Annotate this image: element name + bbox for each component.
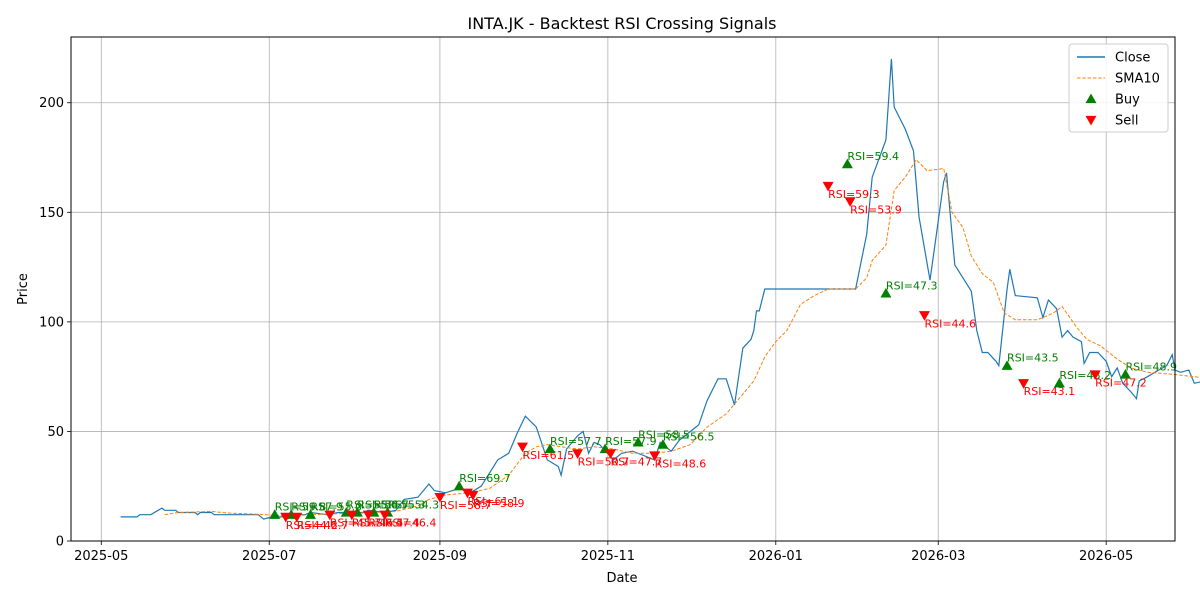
- sell-rsi-label: RSI=58.7: [440, 499, 492, 512]
- sell-rsi-label: RSI=45.7: [330, 517, 382, 530]
- buy-rsi-label: RSI=55.3: [374, 499, 426, 512]
- close-series-line: [120, 58, 1200, 520]
- buy-marker: [1053, 377, 1065, 388]
- legend-sell-swatch: [1085, 115, 1097, 126]
- sell-marker: [572, 449, 584, 459]
- sell-marker: [362, 510, 374, 521]
- sell-marker: [649, 451, 661, 462]
- legend-buy-label: Buy: [1115, 93, 1140, 108]
- buy-rsi-label: RSI=43.5: [1007, 352, 1059, 365]
- buy-rsi-label: RSI=54.3: [388, 499, 440, 512]
- sell-rsi-label: RSI=44.6: [924, 317, 976, 330]
- buy-rsi-label: RSI=47.3: [886, 279, 938, 292]
- y-tick-label: 200: [39, 96, 64, 111]
- sell-marker: [605, 449, 617, 459]
- buy-rsi-label: RSI=57.9: [605, 435, 657, 448]
- legend-box: [1068, 43, 1169, 133]
- sell-rsi-label: RSI=46.4: [385, 517, 437, 530]
- buy-rsi-label: RSI=56.5: [663, 431, 715, 444]
- series-layer: [120, 58, 1200, 520]
- x-tick-label: 2026-03: [911, 549, 965, 564]
- sell-marker: [291, 512, 303, 523]
- buy-marker: [453, 480, 465, 491]
- sell-marker: [434, 493, 446, 503]
- buy-marker: [880, 287, 892, 298]
- sell-marker: [1089, 370, 1101, 380]
- legend-buy-swatch: [1085, 93, 1097, 104]
- buy-marker: [269, 509, 281, 519]
- legend-sma10-label: SMA10: [1115, 72, 1160, 87]
- y-tick-label: 150: [39, 206, 64, 221]
- sell-marker: [379, 510, 391, 521]
- sell-rsi-label: RSI=47.2: [1095, 376, 1147, 389]
- sell-rsi-label: RSI=58.9: [473, 497, 525, 510]
- x-tick-label: 2025-11: [581, 549, 635, 564]
- sell-rsi-label: RSI=43.1: [1024, 385, 1076, 398]
- y-tick-label: 0: [56, 535, 64, 550]
- sell-rsi-label: RSI=44.6: [286, 519, 338, 532]
- buy-rsi-label: RSI=55.0: [311, 501, 363, 514]
- sell-marker: [1018, 379, 1030, 389]
- buy-marker: [841, 158, 853, 169]
- buy-marker: [544, 443, 556, 454]
- x-tick-label: 2025-05: [74, 549, 128, 564]
- sell-marker: [346, 510, 358, 521]
- sell-marker: [844, 197, 856, 207]
- y-axis-label: Price: [16, 273, 31, 305]
- sell-rsi-label: RSI=46.5: [352, 517, 404, 530]
- sell-marker: [467, 490, 479, 501]
- legend-close-label: Close: [1115, 51, 1150, 66]
- buy-rsi-label: RSI=55.6: [346, 499, 398, 512]
- chart-title: INTA.JK - Backtest RSI Crossing Signals: [467, 14, 776, 33]
- sell-rsi-label: RSI=48.6: [655, 458, 707, 471]
- sell-rsi-label: RSI=61.1: [467, 495, 519, 508]
- sell-marker: [517, 442, 529, 453]
- buy-marker: [657, 439, 669, 449]
- buy-rsi-label: RSI=54.7: [357, 499, 409, 512]
- sell-rsi-label: RSI=42.7: [297, 519, 349, 532]
- buy-marker: [1001, 360, 1013, 370]
- x-tick-label: 2026-05: [1079, 549, 1133, 564]
- buy-marker: [632, 436, 644, 447]
- x-tick-label: 2025-07: [242, 549, 296, 564]
- sell-marker: [822, 181, 834, 192]
- x-tick-label: 2025-09: [413, 549, 467, 564]
- buy-rsi-label: RSI=59.8: [275, 501, 327, 514]
- buy-rsi-label: RSI=69.7: [459, 472, 511, 485]
- sell-rsi-label: RSI=61.5: [523, 449, 575, 462]
- sell-marker: [280, 512, 292, 523]
- sell-marker: [324, 510, 336, 521]
- buy-marker: [305, 509, 317, 519]
- buy-rsi-label: RSI=59.4: [847, 150, 899, 163]
- legend: Close SMA10 Buy Sell: [1068, 43, 1169, 133]
- buy-marker: [1119, 368, 1131, 379]
- buy-rsi-label: RSI=48.9: [1125, 360, 1177, 373]
- sell-rsi-label: RSI=59.3: [828, 188, 880, 201]
- plot-area-frame: [70, 36, 1176, 542]
- signal-layer: RSI=59.8RSI=57.9RSI=55.0RSI=55.6RSI=54.7…: [269, 150, 1177, 532]
- sell-rsi-label: RSI=53.9: [850, 203, 902, 216]
- buy-rsi-label: RSI=58.5: [638, 428, 690, 441]
- x-axis-label: Date: [606, 571, 637, 586]
- x-tick-label: 2026-01: [749, 549, 803, 564]
- y-tick-label: 100: [39, 315, 64, 330]
- sell-rsi-label: RSI=47.7: [611, 455, 663, 468]
- buy-rsi-label: RSI=57.9: [291, 501, 343, 514]
- sell-rsi-label: RSI=47.4: [368, 517, 420, 530]
- y-tick-label: 50: [47, 425, 64, 440]
- axis-ticks: 2025-05 2025-07 2025-09 2025-11 2026-01 2026-…: [39, 96, 1133, 564]
- sell-rsi-label: RSI=50.7: [578, 455, 630, 468]
- buy-rsi-label: RSI=57.7: [550, 435, 602, 448]
- sma10-series-line: [164, 158, 1200, 517]
- legend-sell-label: Sell: [1115, 114, 1138, 129]
- sell-marker: [918, 311, 930, 321]
